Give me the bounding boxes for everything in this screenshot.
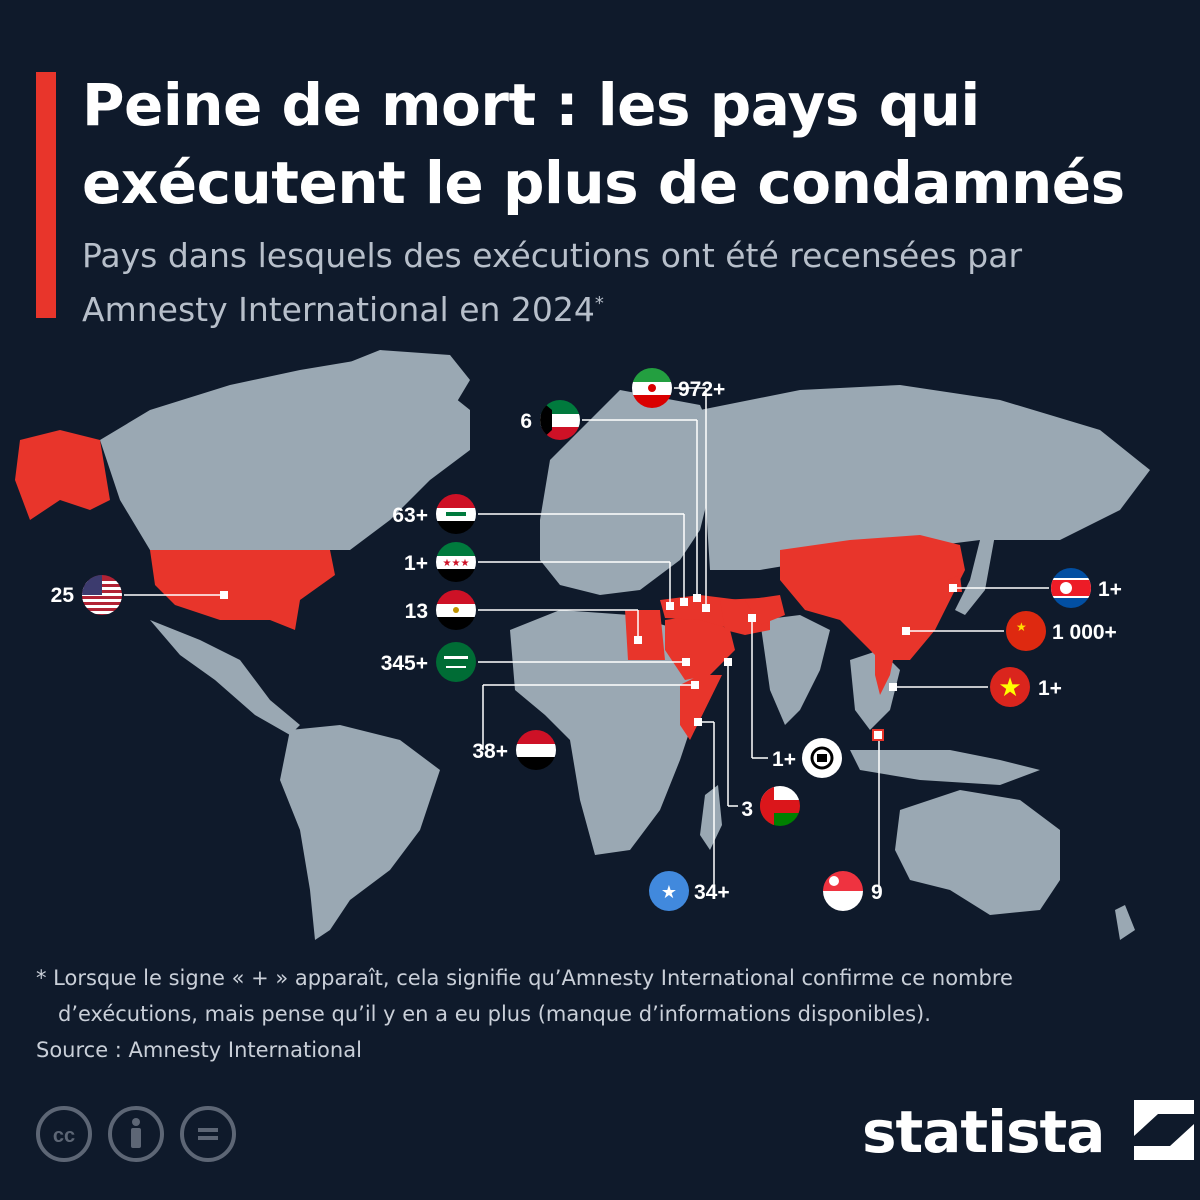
somalia-region bbox=[680, 675, 722, 740]
afghanistan-flag-icon bbox=[802, 738, 842, 778]
statista-logo-mark bbox=[1133, 1100, 1194, 1160]
svg-text:★: ★ bbox=[998, 673, 1021, 703]
marker-somalia bbox=[694, 718, 702, 726]
vietnam-region bbox=[875, 650, 895, 695]
svg-text:★: ★ bbox=[1016, 620, 1027, 634]
singapore-flag-icon bbox=[823, 871, 863, 911]
page-title: Peine de mort : les pays qui exécutent l… bbox=[82, 71, 1125, 217]
central-america-land bbox=[150, 620, 300, 735]
value-china: 1 000+ bbox=[1052, 621, 1117, 644]
marker-yemen bbox=[691, 681, 699, 689]
new-zealand-land bbox=[1115, 905, 1135, 940]
value-iran: 972+ bbox=[678, 378, 725, 401]
marker-china bbox=[902, 627, 910, 635]
value-egypt: 13 bbox=[405, 600, 428, 623]
north-korea-flag-icon bbox=[1051, 568, 1091, 608]
marker-saudi-arabia bbox=[682, 658, 690, 666]
egypt-flag-icon bbox=[436, 590, 476, 630]
value-syria: 1+ bbox=[404, 552, 428, 575]
marker-north-korea bbox=[949, 584, 957, 592]
china-flag-icon: ★ bbox=[1006, 611, 1046, 651]
iraq-flag-icon bbox=[436, 494, 476, 534]
svg-text:★★★: ★★★ bbox=[443, 558, 470, 569]
usa-region bbox=[150, 550, 335, 630]
marker-oman bbox=[724, 658, 732, 666]
europe-land bbox=[540, 390, 720, 595]
marker-singapore bbox=[872, 729, 884, 741]
greenland-land bbox=[330, 350, 470, 460]
value-saudi-arabia: 345+ bbox=[381, 652, 428, 675]
marker-syria bbox=[666, 602, 674, 610]
value-yemen: 38+ bbox=[472, 740, 508, 763]
attribution-icon bbox=[108, 1106, 164, 1162]
world-map: ★★★ ★ ★ bbox=[15, 350, 1150, 940]
value-somalia: 34+ bbox=[694, 881, 730, 904]
us-flag-icon bbox=[82, 575, 122, 615]
afghanistan-region bbox=[745, 595, 785, 625]
creative-commons-icon: cc bbox=[36, 1106, 92, 1162]
marker-iran bbox=[702, 604, 710, 612]
statista-wordmark: statista bbox=[862, 1098, 1105, 1166]
south-america-land bbox=[280, 725, 440, 940]
subtitle-footnote-mark: * bbox=[594, 293, 604, 314]
statista-logo: statista bbox=[862, 1098, 1194, 1166]
page-subtitle: Pays dans lesquels des exécutions ont ét… bbox=[82, 232, 1132, 334]
syria-flag-icon: ★★★ bbox=[436, 542, 476, 582]
subtitle-text: Pays dans lesquels des exécutions ont ét… bbox=[82, 236, 1023, 329]
africa-land bbox=[510, 610, 700, 855]
oman-flag-icon bbox=[760, 786, 800, 826]
india-land bbox=[760, 615, 830, 725]
alaska-region bbox=[15, 430, 110, 520]
value-iraq: 63+ bbox=[392, 504, 428, 527]
value-usa: 25 bbox=[51, 584, 75, 607]
svg-text:cc: cc bbox=[53, 1125, 75, 1147]
source-note: Source : Amnesty International bbox=[36, 1038, 362, 1062]
accent-bar bbox=[36, 72, 56, 318]
egypt-region bbox=[625, 610, 665, 660]
value-singapore: 9 bbox=[871, 881, 883, 904]
marker-usa bbox=[220, 591, 228, 599]
no-derivatives-icon bbox=[180, 1106, 236, 1162]
value-north-korea: 1+ bbox=[1098, 578, 1122, 601]
value-oman: 3 bbox=[741, 798, 753, 821]
indonesia-land bbox=[850, 750, 1040, 785]
asia-north-land bbox=[700, 385, 1150, 570]
marker-kuwait bbox=[693, 594, 701, 602]
value-vietnam: 1+ bbox=[1038, 677, 1062, 700]
china-region bbox=[780, 535, 965, 660]
kuwait-flag-icon bbox=[540, 400, 580, 440]
footnote: * Lorsque le signe « + » apparaît, cela … bbox=[36, 966, 1013, 1026]
somalia-flag-icon bbox=[649, 871, 689, 911]
marker-egypt bbox=[634, 636, 642, 644]
value-kuwait: 6 bbox=[520, 410, 532, 433]
value-afghanistan: 1+ bbox=[772, 748, 796, 771]
japan-land bbox=[955, 535, 995, 615]
marker-iraq bbox=[680, 598, 688, 606]
madagascar-land bbox=[700, 785, 722, 850]
somalia-flag-star: ★ bbox=[661, 882, 677, 903]
yemen-flag-icon bbox=[516, 730, 556, 770]
marker-vietnam bbox=[889, 683, 897, 691]
iran-flag-icon bbox=[632, 368, 672, 408]
vietnam-flag-icon: ★ bbox=[990, 667, 1030, 707]
saudi-arabia-flag-icon bbox=[436, 642, 476, 682]
australia-land bbox=[895, 790, 1060, 915]
marker-afghanistan bbox=[748, 614, 756, 622]
